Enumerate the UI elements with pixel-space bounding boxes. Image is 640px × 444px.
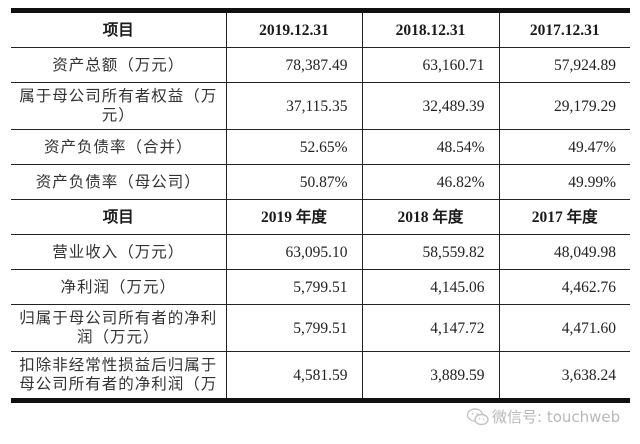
header-item: 项目 — [11, 199, 226, 235]
value-2018: 32,489.39 — [361, 82, 499, 130]
row-label: 资产负债率（合并） — [11, 129, 226, 165]
table-row: 扣除非经常性损益后归属于母公司所有者的净利润（万 4,581.59 3,889.… — [11, 351, 630, 398]
value-2018: 3,889.59 — [361, 351, 499, 398]
value-2019: 37,115.35 — [225, 82, 362, 130]
value-2017: 3,638.24 — [498, 351, 630, 398]
row-label: 净利润（万元） — [11, 269, 226, 305]
header-2019: 2019 年度 — [225, 199, 362, 235]
table-top-rule — [11, 8, 630, 13]
value-2019: 63,095.10 — [225, 234, 362, 270]
row-label: 扣除非经常性损益后归属于母公司所有者的净利润（万 — [11, 351, 226, 398]
value-2017: 4,471.60 — [498, 304, 630, 352]
header-2017: 2017.12.31 — [498, 13, 630, 48]
header-2018: 2018 年度 — [361, 199, 499, 235]
value-2019: 5,799.51 — [225, 269, 362, 305]
value-2017: 48,049.98 — [498, 234, 630, 270]
value-2017: 57,924.89 — [498, 47, 630, 83]
value-2018: 58,559.82 — [361, 234, 499, 270]
row-label: 属于母公司所有者权益（万元） — [11, 82, 226, 130]
value-2019: 5,799.51 — [225, 304, 362, 352]
table-row: 资产总额（万元） 78,387.49 63,160.71 57,924.89 — [11, 47, 630, 83]
row-label: 归属于母公司所有者的净利润（万元） — [11, 304, 226, 352]
balance-header-row: 项目 2019.12.31 2018.12.31 2017.12.31 — [11, 13, 630, 48]
table-row: 归属于母公司所有者的净利润（万元） 5,799.51 4,147.72 4,47… — [11, 304, 630, 352]
value-2018: 48.54% — [361, 129, 499, 165]
watermark: 微信号: touchweb — [466, 406, 620, 427]
watermark-text: 微信号: touchweb — [492, 408, 621, 426]
row-label: 营业收入（万元） — [11, 234, 226, 270]
value-2017: 4,462.76 — [498, 269, 630, 305]
row-label: 资产总额（万元） — [11, 47, 226, 83]
header-2017: 2017 年度 — [498, 199, 630, 235]
financial-table-container: 项目 2019.12.31 2018.12.31 2017.12.31 资产总额… — [11, 8, 630, 403]
value-2017: 49.47% — [498, 129, 630, 165]
value-2019: 4,581.59 — [225, 351, 362, 398]
table-row: 净利润（万元） 5,799.51 4,145.06 4,462.76 — [11, 269, 630, 305]
value-2017: 29,179.29 — [498, 82, 630, 130]
wechat-icon — [466, 407, 489, 427]
header-2019: 2019.12.31 — [225, 13, 362, 48]
table-row: 营业收入（万元） 63,095.10 58,559.82 48,049.98 — [11, 234, 630, 270]
value-2019: 52.65% — [225, 129, 362, 165]
value-2018: 4,145.06 — [361, 269, 499, 305]
value-2018: 46.82% — [361, 164, 499, 200]
value-2018: 4,147.72 — [361, 304, 499, 352]
value-2019: 50.87% — [225, 164, 362, 200]
table-row: 属于母公司所有者权益（万元） 37,115.35 32,489.39 29,17… — [11, 82, 630, 130]
header-item: 项目 — [102, 21, 134, 39]
table-row: 资产负债率（母公司） 50.87% 46.82% 49.99% — [11, 164, 630, 200]
table-row: 资产负债率（合并） 52.65% 48.54% 49.47% — [11, 129, 630, 165]
value-2018: 63,160.71 — [361, 47, 499, 83]
table-bottom-rule — [11, 398, 630, 403]
value-2017: 49.99% — [498, 164, 630, 200]
value-2019: 78,387.49 — [225, 47, 362, 83]
income-header-row: 项目 2019 年度 2018 年度 2017 年度 — [11, 199, 630, 235]
financial-summary-table: 项目 2019.12.31 2018.12.31 2017.12.31 资产总额… — [11, 13, 630, 398]
row-label: 资产负债率（母公司） — [11, 164, 226, 200]
header-2018: 2018.12.31 — [361, 13, 499, 48]
